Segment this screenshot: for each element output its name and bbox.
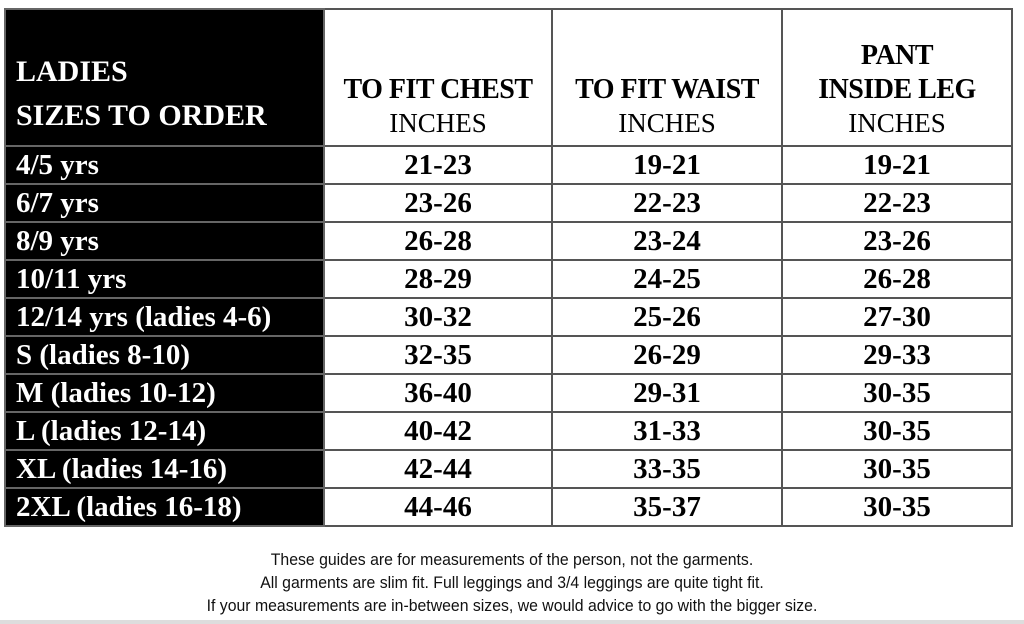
inside-leg-cell: 29-33 bbox=[781, 335, 1013, 375]
footnotes: These guides are for measurements of the… bbox=[0, 548, 1024, 617]
header-leg-unit: INCHES bbox=[848, 107, 946, 138]
waist-cell: 33-35 bbox=[551, 449, 783, 489]
size-cell: 4/5 yrs bbox=[4, 145, 325, 185]
waist-cell: 29-31 bbox=[551, 373, 783, 413]
waist-cell: 25-26 bbox=[551, 297, 783, 337]
table-row: 4/5 yrs 21-23 19-21 19-21 bbox=[4, 145, 1013, 185]
chest-cell: 40-42 bbox=[323, 411, 553, 451]
chest-cell: 26-28 bbox=[323, 221, 553, 261]
table-row: 6/7 yrs 23-26 22-23 22-23 bbox=[4, 183, 1013, 223]
inside-leg-cell: 27-30 bbox=[781, 297, 1013, 337]
inside-leg-cell: 30-35 bbox=[781, 449, 1013, 489]
inside-leg-cell: 30-35 bbox=[781, 373, 1013, 413]
size-cell: M (ladies 10-12) bbox=[4, 373, 325, 413]
header-waist-title: TO FIT WAIST bbox=[575, 74, 759, 106]
inside-leg-cell: 19-21 bbox=[781, 145, 1013, 185]
table-row: XL (ladies 14-16) 42-44 33-35 30-35 bbox=[4, 449, 1013, 489]
header-chest-unit: INCHES bbox=[389, 107, 487, 138]
size-chart-table: LADIES SIZES TO ORDER TO FIT CHEST INCHE… bbox=[4, 8, 1013, 527]
chest-cell: 30-32 bbox=[323, 297, 553, 337]
table-row: 10/11 yrs 28-29 24-25 26-28 bbox=[4, 259, 1013, 299]
waist-cell: 35-37 bbox=[551, 487, 783, 527]
size-cell: 2XL (ladies 16-18) bbox=[4, 487, 325, 527]
chest-cell: 21-23 bbox=[323, 145, 553, 185]
footnote-3: If your measurements are in-between size… bbox=[206, 596, 818, 615]
waist-cell: 23-24 bbox=[551, 221, 783, 261]
waist-cell: 26-29 bbox=[551, 335, 783, 375]
table-row: 12/14 yrs (ladies 4-6) 30-32 25-26 27-30 bbox=[4, 297, 1013, 337]
header-leg-title-1: PANT bbox=[860, 40, 934, 72]
chest-cell: 36-40 bbox=[323, 373, 553, 413]
header-chest-title: TO FIT CHEST bbox=[343, 74, 533, 106]
size-cell: S (ladies 8-10) bbox=[4, 335, 325, 375]
inside-leg-cell: 22-23 bbox=[781, 183, 1013, 223]
chest-cell: 23-26 bbox=[323, 183, 553, 223]
header-sizes: LADIES SIZES TO ORDER bbox=[4, 8, 325, 147]
waist-cell: 24-25 bbox=[551, 259, 783, 299]
header-waist: TO FIT WAIST INCHES bbox=[551, 8, 783, 147]
size-cell: 6/7 yrs bbox=[4, 183, 325, 223]
header-sizes-line-1: LADIES bbox=[16, 55, 128, 88]
chest-cell: 28-29 bbox=[323, 259, 553, 299]
header-chest: TO FIT CHEST INCHES bbox=[323, 8, 553, 147]
header-waist-unit: INCHES bbox=[618, 107, 716, 138]
size-cell: 12/14 yrs (ladies 4-6) bbox=[4, 297, 325, 337]
size-cell: XL (ladies 14-16) bbox=[4, 449, 325, 489]
inside-leg-cell: 23-26 bbox=[781, 221, 1013, 261]
inside-leg-cell: 30-35 bbox=[781, 487, 1013, 527]
waist-cell: 22-23 bbox=[551, 183, 783, 223]
header-leg-title-2: INSIDE LEG bbox=[818, 74, 976, 106]
size-cell: 8/9 yrs bbox=[4, 221, 325, 261]
waist-cell: 31-33 bbox=[551, 411, 783, 451]
table-row: M (ladies 10-12) 36-40 29-31 30-35 bbox=[4, 373, 1013, 413]
header-row: LADIES SIZES TO ORDER TO FIT CHEST INCHE… bbox=[4, 8, 1013, 147]
chest-cell: 32-35 bbox=[323, 335, 553, 375]
waist-cell: 19-21 bbox=[551, 145, 783, 185]
footnote-1: These guides are for measurements of the… bbox=[270, 550, 754, 569]
chest-cell: 42-44 bbox=[323, 449, 553, 489]
header-sizes-line-2: SIZES TO ORDER bbox=[16, 98, 267, 132]
table-row: 2XL (ladies 16-18) 44-46 35-37 30-35 bbox=[4, 487, 1013, 527]
size-cell: L (ladies 12-14) bbox=[4, 411, 325, 451]
inside-leg-cell: 26-28 bbox=[781, 259, 1013, 299]
footnote-2: All garments are slim fit. Full leggings… bbox=[260, 573, 764, 592]
table-row: 8/9 yrs 26-28 23-24 23-26 bbox=[4, 221, 1013, 261]
chest-cell: 44-46 bbox=[323, 487, 553, 527]
inside-leg-cell: 30-35 bbox=[781, 411, 1013, 451]
size-cell: 10/11 yrs bbox=[4, 259, 325, 299]
table-row: S (ladies 8-10) 32-35 26-29 29-33 bbox=[4, 335, 1013, 375]
header-inside-leg: PANT INSIDE LEG INCHES bbox=[781, 8, 1013, 147]
table-row: L (ladies 12-14) 40-42 31-33 30-35 bbox=[4, 411, 1013, 451]
bottom-edge bbox=[0, 620, 1024, 624]
